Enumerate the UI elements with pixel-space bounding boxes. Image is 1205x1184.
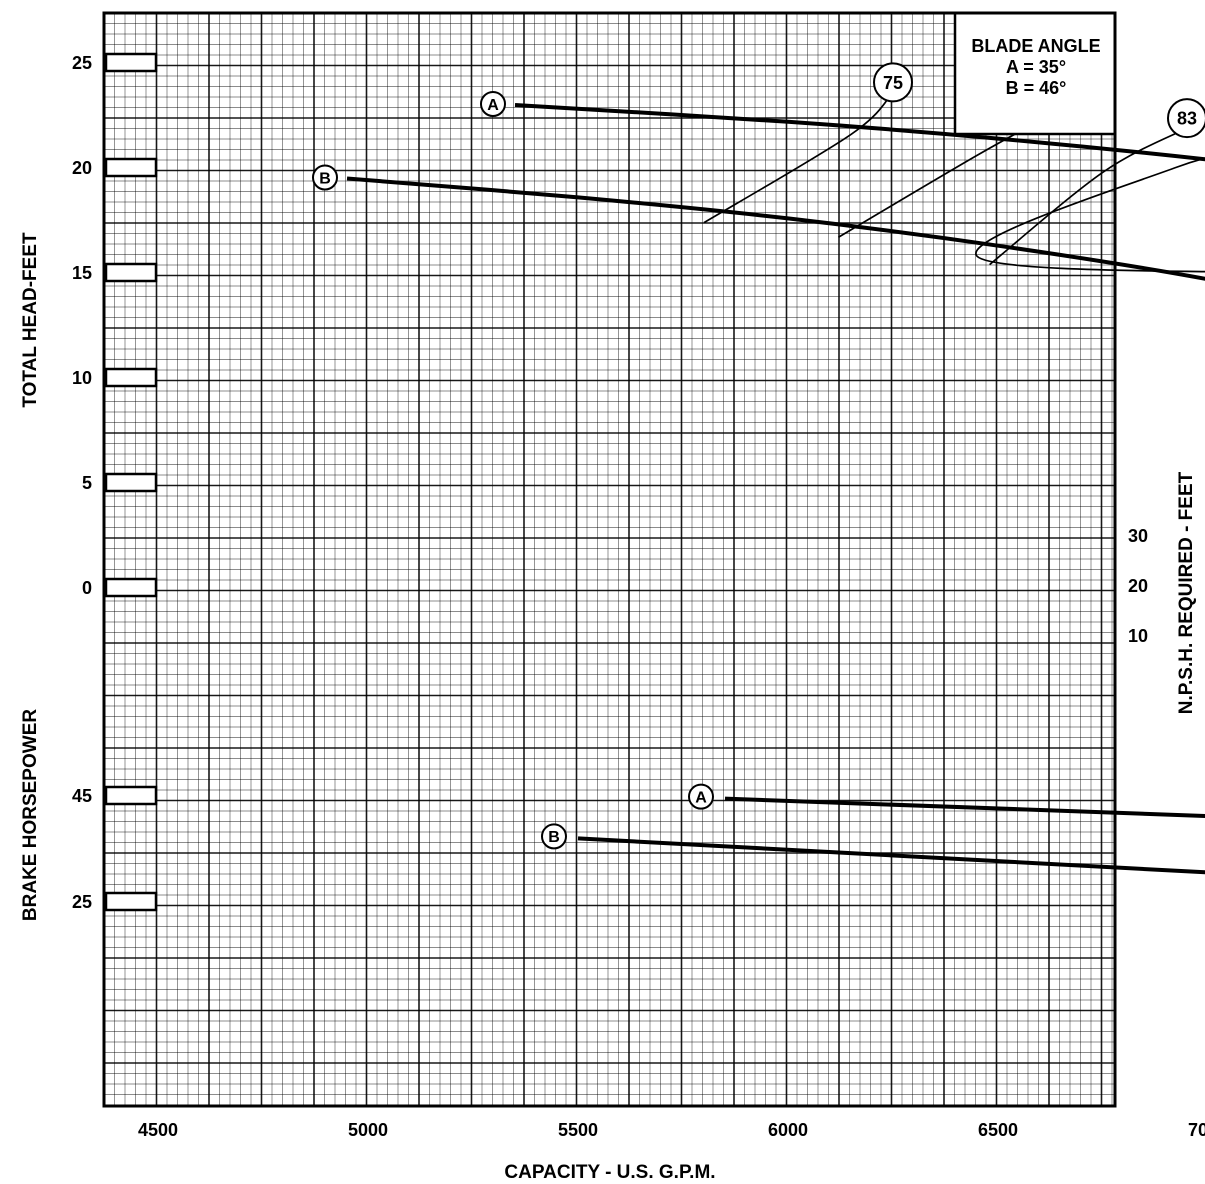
bhp-axis-ticks: 45 25 — [72, 785, 158, 912]
head-tick-label: 0 — [82, 578, 92, 598]
head-tick-label: 20 — [72, 158, 92, 178]
bhp-label-b-text: B — [548, 829, 560, 846]
bhp-curve-b — [577, 836, 1205, 875]
bhp-tick-box — [104, 785, 158, 806]
bhp-tick-label: 25 — [72, 892, 92, 912]
bhp-tick-box — [104, 891, 158, 912]
x-tick-label: 6500 — [978, 1120, 1018, 1140]
head-tick-box — [104, 157, 158, 178]
x-axis-title: CAPACITY - U.S. G.P.M. — [504, 1162, 715, 1183]
bhp-label-b-circle — [541, 823, 567, 850]
bhp-curve-a — [724, 796, 1205, 818]
npsh-axis-title: N.P.S.H. REQUIRED - FEET — [1176, 471, 1197, 714]
head-axis-ticks: 25 20 15 10 5 0 — [72, 52, 158, 598]
head-curves: AB — [312, 91, 1205, 281]
efficiency-label-83-text: 83 — [1177, 109, 1197, 129]
bhp-tick-label: 45 — [72, 786, 92, 806]
head-tick-label: 5 — [82, 473, 92, 493]
head-label-a-text: A — [487, 97, 499, 114]
legend-box — [953, 11, 1117, 136]
head-tick-label: 15 — [72, 263, 92, 283]
bhp-axis-title: BRAKE HORSEPOWER — [20, 709, 41, 921]
head-tick-box — [104, 52, 158, 73]
head-tick-label: 10 — [72, 368, 92, 388]
efficiency-curve-75 — [703, 91, 894, 224]
npsh-tick-label: 20 — [1128, 576, 1148, 596]
legend: BLADE ANGLE A = 35° B = 46° — [953, 11, 1117, 136]
npsh-tick-label: 30 — [1128, 526, 1148, 546]
plot-frame — [102, 11, 1117, 1108]
efficiency-curve-83 — [989, 127, 1188, 266]
head-label-a-circle — [480, 91, 506, 117]
npsh-tick-label: 10 — [1128, 626, 1148, 646]
efficiency-curve-85 — [975, 157, 1205, 273]
head-tick-box — [104, 577, 158, 598]
bhp-curves: AB — [541, 783, 1205, 875]
head-tick-box — [104, 262, 158, 283]
head-tick-box — [104, 472, 158, 493]
head-label-b-text: B — [319, 170, 331, 187]
head-curve-a — [514, 103, 1205, 162]
bhp-label-a-circle — [688, 783, 714, 810]
x-tick-label: 5000 — [348, 1120, 388, 1140]
efficiency-label-83-circle — [1167, 98, 1205, 139]
x-tick-label: 6000 — [768, 1120, 808, 1140]
bhp-label-a-text: A — [695, 789, 707, 806]
legend-title: BLADE ANGLE — [971, 36, 1100, 56]
legend-entry-a: A = 35° — [1006, 57, 1066, 77]
npsh-axis-ticks: 30 20 10 — [1128, 526, 1148, 646]
head-label-b-circle — [312, 164, 338, 191]
x-tick-label: 7000 — [1188, 1120, 1205, 1140]
legend-entry-b: B = 46° — [1006, 78, 1067, 98]
x-tick-label: 5500 — [558, 1120, 598, 1140]
head-tick-box — [104, 367, 158, 388]
efficiency-label-75-circle — [873, 62, 913, 103]
head-tick-label: 25 — [72, 53, 92, 73]
chart-grid — [103, 12, 1115, 1106]
x-tick-label: 4500 — [138, 1120, 178, 1140]
x-axis-ticks: 450050005500600065007000750080008500 — [138, 1120, 1205, 1140]
head-curve-b — [346, 176, 1205, 281]
head-axis-title: TOTAL HEAD-FEET — [20, 232, 41, 408]
efficiency-label-75-text: 75 — [883, 73, 903, 93]
